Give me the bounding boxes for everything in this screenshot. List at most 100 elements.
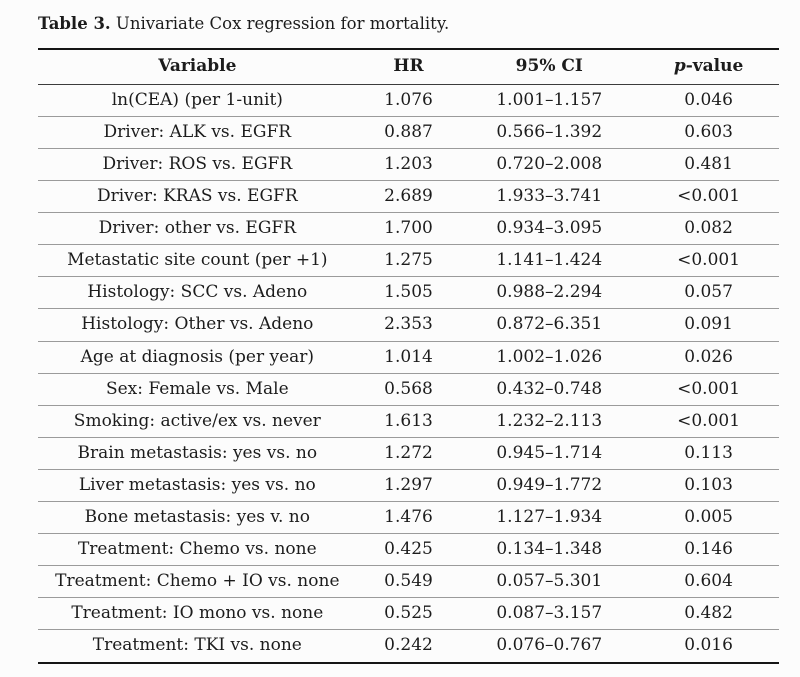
variable-cell: Driver: ALK vs. EGFR bbox=[38, 116, 357, 150]
ci-cell: 1.933–3.741 bbox=[460, 180, 639, 214]
hr-cell: 1.203 bbox=[356, 148, 461, 182]
ci-cell: 1.002–1.026 bbox=[460, 341, 639, 374]
table-row: Liver metastasis: yes vs. no 1.297 0.949… bbox=[38, 469, 779, 503]
pvalue-cell: 0.146 bbox=[638, 533, 779, 567]
variable-cell: Brain metastasis: yes vs. no bbox=[38, 437, 357, 470]
p-value-rest: -value bbox=[685, 56, 744, 77]
variable-cell: ln(CEA) (per 1-unit) bbox=[38, 84, 357, 117]
hr-cell: 1.476 bbox=[356, 501, 461, 535]
table-row: Driver: KRAS vs. EGFR 2.689 1.933–3.741 … bbox=[38, 180, 779, 214]
hr-cell: 1.505 bbox=[356, 276, 461, 310]
hr-cell: 1.014 bbox=[356, 341, 461, 374]
table-row: Age at diagnosis (per year) 1.014 1.002–… bbox=[38, 341, 779, 374]
pvalue-cell: 0.481 bbox=[638, 148, 779, 182]
hr-cell: 0.242 bbox=[384, 635, 433, 656]
ci-cell: 0.720–2.008 bbox=[460, 148, 639, 182]
pvalue-cell: <0.001 bbox=[638, 373, 779, 406]
table-caption-text: Univariate Cox regression for mortality. bbox=[115, 14, 450, 33]
hr-cell: 1.076 bbox=[356, 84, 461, 117]
variable-cell: Liver metastasis: yes vs. no bbox=[38, 469, 357, 503]
hr-cell: 1.275 bbox=[356, 244, 461, 278]
table-header: Variable HR 95% CI p-value bbox=[38, 49, 779, 85]
column-header-variable: Variable bbox=[38, 49, 357, 85]
ci-cell: 1.001–1.157 bbox=[460, 84, 639, 117]
pvalue-cell: 0.026 bbox=[638, 341, 779, 374]
ci-cell: 0.087–3.157 bbox=[460, 597, 639, 631]
variable-cell: Histology: SCC vs. Adeno bbox=[38, 276, 357, 310]
pvalue-cell: 0.482 bbox=[638, 597, 779, 631]
pvalue-cell: 0.604 bbox=[638, 565, 779, 599]
pvalue-cell: 0.016 bbox=[684, 635, 733, 656]
ci-cell: 0.945–1.714 bbox=[460, 437, 639, 470]
table-row: Driver: other vs. EGFR 1.700 0.934–3.095… bbox=[38, 212, 779, 246]
table-row: Treatment: IO mono vs. none 0.525 0.087–… bbox=[38, 597, 779, 631]
ci-cell: 0.432–0.748 bbox=[460, 373, 639, 406]
ci-cell: 0.949–1.772 bbox=[460, 469, 639, 503]
ci-cell: 0.566–1.392 bbox=[460, 116, 639, 150]
table-row: Metastatic site count (per +1) 1.275 1.1… bbox=[38, 244, 779, 278]
pvalue-cell: 0.113 bbox=[638, 437, 779, 470]
ci-cell: 0.134–1.348 bbox=[460, 533, 639, 567]
hr-cell: 0.549 bbox=[356, 565, 461, 599]
table-caption: Table 3. Univariate Cox regression for m… bbox=[38, 13, 779, 34]
variable-cell: Treatment: TKI vs. none bbox=[92, 635, 302, 656]
table-row: Histology: SCC vs. Adeno 1.505 0.988–2.2… bbox=[38, 276, 779, 310]
variable-cell: Driver: ROS vs. EGFR bbox=[38, 148, 357, 182]
table-body: ln(CEA) (per 1-unit) 1.076 1.001–1.157 0… bbox=[38, 84, 779, 662]
p-value-italic-p: p bbox=[673, 56, 686, 77]
hr-cell: 0.568 bbox=[356, 373, 461, 406]
pvalue-cell: 0.046 bbox=[638, 84, 779, 117]
variable-cell: Bone metastasis: yes v. no bbox=[38, 501, 357, 535]
table-row: Brain metastasis: yes vs. no 1.272 0.945… bbox=[38, 437, 779, 470]
table-header-row: Variable HR 95% CI p-value bbox=[38, 49, 779, 85]
table-row: Histology: Other vs. Adeno 2.353 0.872–6… bbox=[38, 308, 779, 342]
variable-cell: Driver: other vs. EGFR bbox=[38, 212, 357, 246]
hr-cell: 1.272 bbox=[356, 437, 461, 470]
pvalue-cell: 0.603 bbox=[638, 116, 779, 150]
hr-cell: 2.353 bbox=[356, 308, 461, 342]
table-row: Bone metastasis: yes v. no 1.476 1.127–1… bbox=[38, 501, 779, 535]
column-header-pvalue: p-value bbox=[638, 49, 779, 85]
hr-cell: 1.613 bbox=[356, 405, 461, 438]
hr-cell: 0.525 bbox=[356, 597, 461, 631]
ci-cell: 0.057–5.301 bbox=[460, 565, 639, 599]
variable-cell: Treatment: Chemo + IO vs. none bbox=[38, 565, 357, 599]
table-row: Smoking: active/ex vs. never 1.613 1.232… bbox=[38, 405, 779, 438]
hr-cell: 1.700 bbox=[356, 212, 461, 246]
variable-cell: Driver: KRAS vs. EGFR bbox=[38, 180, 357, 214]
ci-cell: 1.232–2.113 bbox=[460, 405, 639, 438]
table-row: Driver: ALK vs. EGFR 0.887 0.566–1.392 0… bbox=[38, 116, 779, 150]
hr-cell: 2.689 bbox=[356, 180, 461, 214]
table-row: Driver: ROS vs. EGFR 1.203 0.720–2.008 0… bbox=[38, 148, 779, 182]
pvalue-cell: 0.082 bbox=[638, 212, 779, 246]
pvalue-cell: 0.091 bbox=[638, 308, 779, 342]
variable-cell: Treatment: IO mono vs. none bbox=[38, 597, 357, 631]
pvalue-cell: <0.001 bbox=[638, 180, 779, 214]
ci-cell: 0.988–2.294 bbox=[460, 276, 639, 310]
column-header-hr: HR bbox=[356, 49, 461, 85]
table-row: Sex: Female vs. Male 0.568 0.432–0.748 <… bbox=[38, 373, 779, 406]
hr-cell: 1.297 bbox=[356, 469, 461, 503]
variable-cell: Metastatic site count (per +1) bbox=[38, 244, 357, 278]
pvalue-cell: <0.001 bbox=[638, 405, 779, 438]
hr-cell: 0.425 bbox=[356, 533, 461, 567]
ci-cell: 0.076–0.767 bbox=[496, 635, 603, 656]
variable-cell: Treatment: Chemo vs. none bbox=[38, 533, 357, 567]
pvalue-cell: 0.057 bbox=[638, 276, 779, 310]
table-row: Treatment: Chemo + IO vs. none 0.549 0.0… bbox=[38, 565, 779, 599]
variable-cell: Age at diagnosis (per year) bbox=[38, 341, 357, 374]
variable-cell: Smoking: active/ex vs. never bbox=[38, 405, 357, 438]
ci-cell: 1.141–1.424 bbox=[460, 244, 639, 278]
table-row: Treatment: TKI vs. none 0.242 0.076–0.76… bbox=[38, 630, 779, 663]
ci-cell: 1.127–1.934 bbox=[460, 501, 639, 535]
ci-cell: 0.934–3.095 bbox=[460, 212, 639, 246]
pvalue-cell: 0.103 bbox=[638, 469, 779, 503]
cox-regression-table: Variable HR 95% CI p-value ln(CEA) (per … bbox=[38, 48, 779, 664]
hr-cell: 0.887 bbox=[356, 116, 461, 150]
ci-cell: 0.872–6.351 bbox=[460, 308, 639, 342]
column-header-ci: 95% CI bbox=[460, 49, 639, 85]
variable-cell: Histology: Other vs. Adeno bbox=[38, 308, 357, 342]
table-row: Treatment: Chemo vs. none 0.425 0.134–1.… bbox=[38, 533, 779, 567]
table-row: ln(CEA) (per 1-unit) 1.076 1.001–1.157 0… bbox=[38, 84, 779, 117]
